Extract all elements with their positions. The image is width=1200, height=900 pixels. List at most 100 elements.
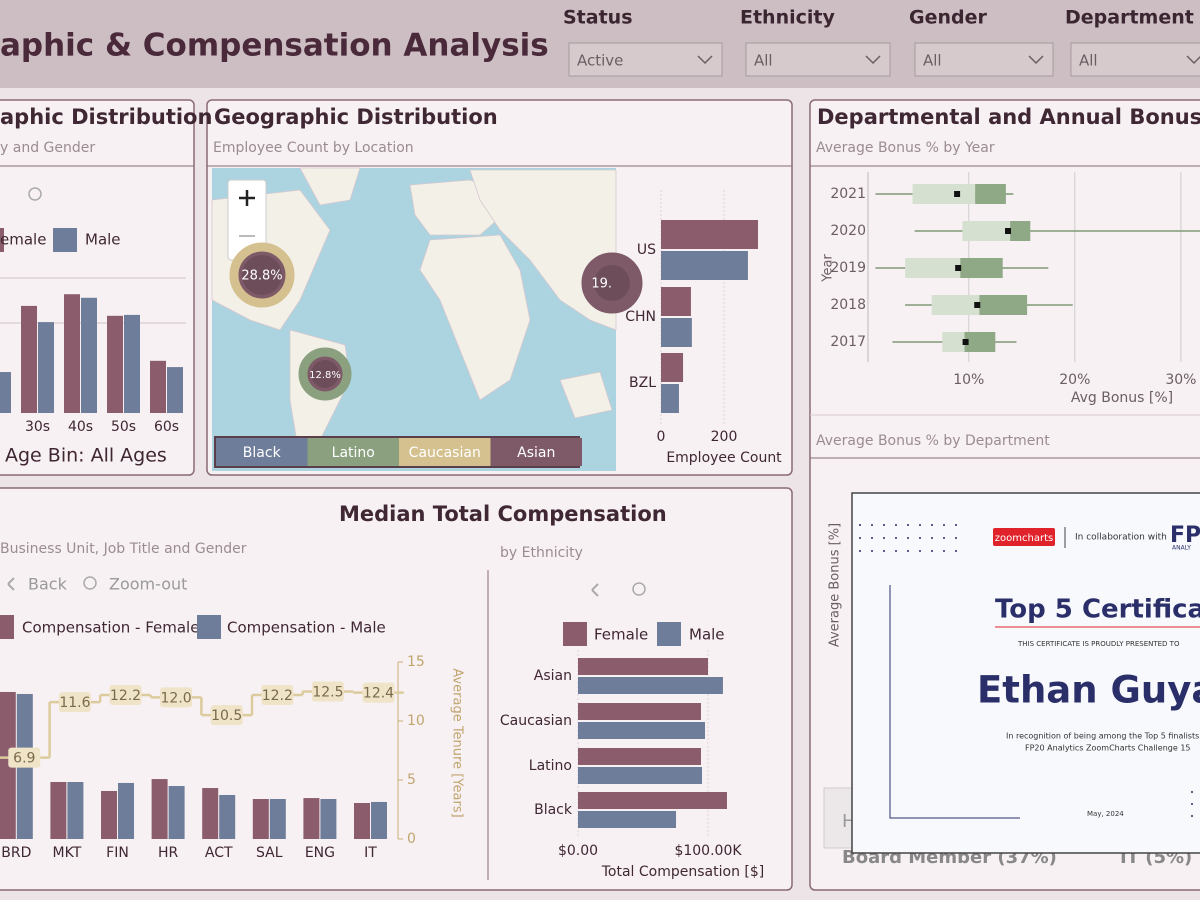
- decor-dot: [907, 550, 909, 552]
- filter-value: Active: [577, 52, 623, 70]
- bar: [578, 811, 677, 828]
- y-tick-label: 2018: [830, 297, 866, 313]
- y-tick-label: 2017: [830, 334, 866, 350]
- decor-dot: [871, 550, 873, 552]
- box-mean: [974, 302, 981, 308]
- bar: [101, 790, 117, 839]
- data-label: 6.9: [13, 751, 35, 767]
- bar: [150, 360, 166, 413]
- bar: [0, 691, 16, 839]
- bar: [0, 372, 11, 413]
- bar: [269, 798, 286, 839]
- legend-label: Male: [85, 231, 121, 249]
- legend-label: Male: [689, 626, 725, 644]
- y-tick-label: Latino: [529, 758, 572, 774]
- bar: [107, 315, 123, 413]
- decor-dot: [955, 550, 957, 552]
- donut-label: 19.: [591, 277, 612, 292]
- data-label: 12.4: [363, 686, 394, 702]
- bar: [64, 294, 80, 413]
- data-label: 12.2: [262, 688, 293, 704]
- decor-dot: [931, 550, 933, 552]
- x-tick-label: 20%: [1059, 372, 1090, 388]
- legend-label: Female: [594, 626, 648, 644]
- bar: [202, 788, 219, 839]
- x-tick-label: SAL: [256, 845, 283, 861]
- bar: [118, 782, 134, 839]
- x-tick-label: ACT: [205, 845, 233, 861]
- bar: [151, 779, 168, 839]
- logo-badge: [993, 528, 1055, 546]
- decor-dot: [955, 537, 957, 539]
- certificate-frame-line: [889, 585, 1020, 819]
- y-axis-title: Average Bonus [%]: [828, 523, 843, 647]
- box-lower: [962, 221, 1011, 241]
- zoom-in-icon: [239, 190, 255, 206]
- panel-subtitle: Business Unit, Job Title and Gender: [0, 541, 247, 557]
- y-axis-title: Year: [821, 254, 836, 283]
- data-label-box: [311, 681, 344, 702]
- panel-title: aphic Distribution: [0, 105, 212, 129]
- box-lower: [905, 258, 961, 278]
- certificate: [851, 492, 1200, 854]
- legend-swatch: [657, 622, 681, 646]
- filter-dropdown: [914, 42, 1054, 77]
- y-tick-label: US: [637, 242, 656, 258]
- data-label-box: [8, 747, 41, 768]
- decor-dot: [955, 524, 957, 526]
- decor-dot: [1191, 803, 1193, 805]
- bar: [219, 794, 236, 839]
- bar: [124, 314, 140, 413]
- bar: [38, 322, 54, 413]
- decor-dot: [943, 537, 945, 539]
- y-tick-label: Asian: [534, 668, 572, 684]
- bar: [67, 782, 84, 839]
- box-upper: [1010, 221, 1031, 241]
- x-tick-label: 60s: [154, 419, 179, 435]
- data-label: 10.5: [211, 708, 242, 724]
- bar: [578, 703, 701, 720]
- x-tick-label: 40s: [68, 419, 93, 435]
- bar: [578, 722, 706, 739]
- decor-dot: [895, 537, 897, 539]
- bar: [50, 782, 67, 839]
- dropdown-chevron: [1186, 55, 1200, 65]
- y-tick-label: Black: [534, 802, 573, 818]
- bar: [320, 798, 337, 839]
- panel-footer: Age Bin: All Ages: [5, 445, 167, 467]
- filter-dropdown: [745, 42, 891, 77]
- certificate-date: May, 2024: [1087, 810, 1124, 818]
- bar: [354, 803, 370, 839]
- data-label: 12.2: [110, 688, 141, 704]
- panel-title: Median Total Compensation: [339, 502, 667, 526]
- legend-swatch: [53, 228, 77, 252]
- bar: [578, 748, 701, 765]
- bar: [661, 353, 684, 382]
- bar: [661, 251, 748, 280]
- dropdown-chevron: [1028, 55, 1044, 65]
- y2-tick-label: 10: [407, 713, 425, 729]
- box-mean: [1005, 228, 1012, 234]
- map-land: [469, 169, 617, 331]
- x-tick-label: $100.00K: [674, 843, 742, 859]
- box-lower: [912, 184, 976, 204]
- bar: [661, 384, 679, 413]
- decor-dot: [907, 537, 909, 539]
- panel-subtitle: Employee Count by Location: [213, 140, 414, 156]
- x-tick-label: 30%: [1165, 372, 1196, 388]
- decor-dot: [919, 537, 921, 539]
- panel-title: Geographic Distribution: [214, 105, 498, 129]
- bar: [167, 367, 183, 413]
- bar: [21, 305, 37, 413]
- decor-dot: [871, 537, 873, 539]
- decor-dot: [871, 524, 873, 526]
- legend-label: Compensation - Male: [227, 619, 386, 637]
- filter-label: Ethnicity: [740, 7, 835, 29]
- bar: [578, 767, 703, 784]
- y2-tick-label: 5: [407, 772, 416, 788]
- y-tick-label: CHN: [625, 309, 656, 325]
- data-label: 12.0: [161, 690, 192, 706]
- decor-dot: [895, 550, 897, 552]
- box-lower: [942, 332, 965, 352]
